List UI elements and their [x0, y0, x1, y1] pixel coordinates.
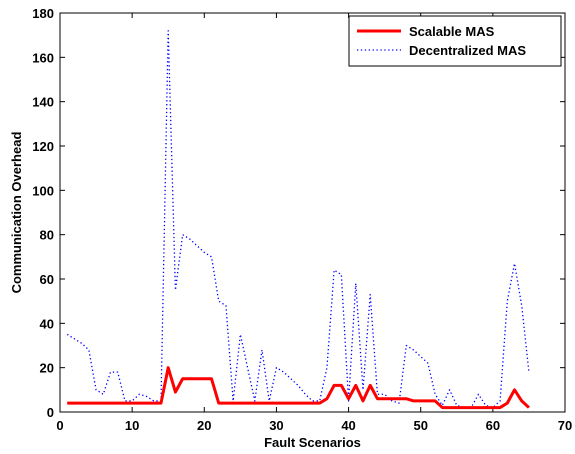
x-tick-label: 70 [558, 418, 572, 433]
legend-box [348, 15, 562, 67]
legend: Scalable MAS Decentralized MAS [348, 15, 562, 67]
y-tick-label: 20 [40, 361, 54, 376]
y-tick-label: 180 [32, 6, 54, 21]
x-tick-label: 0 [56, 418, 63, 433]
y-tick-label: 0 [47, 405, 54, 420]
y-tick-label: 120 [32, 139, 54, 154]
x-axis-title: Fault Scenarios [264, 435, 361, 450]
axis-tick-labels: 0 10 20 30 40 50 60 70 0 20 40 60 80 100 120 140 160 180 [32, 6, 572, 433]
x-tick-label: 50 [413, 418, 427, 433]
legend-label-scalable-mas: Scalable MAS [409, 24, 495, 39]
y-tick-label: 40 [40, 316, 54, 331]
x-tick-label: 60 [486, 418, 500, 433]
y-axis-title: Communication Overhead [9, 132, 24, 294]
y-tick-label: 160 [32, 50, 54, 65]
y-tick-label: 140 [32, 95, 54, 110]
series-layer [66, 30, 530, 410]
x-tick-label: 20 [197, 418, 211, 433]
y-tick-label: 100 [32, 183, 54, 198]
legend-label-decentralized-mas: Decentralized MAS [409, 43, 526, 58]
x-tick-label: 10 [125, 418, 139, 433]
series-line-scalable-mas [67, 366, 530, 410]
x-tick-label: 30 [269, 418, 283, 433]
plot-area [59, 12, 566, 413]
y-tick-label: 60 [40, 272, 54, 287]
y-tick-label: 80 [40, 228, 54, 243]
x-tick-label: 40 [341, 418, 355, 433]
